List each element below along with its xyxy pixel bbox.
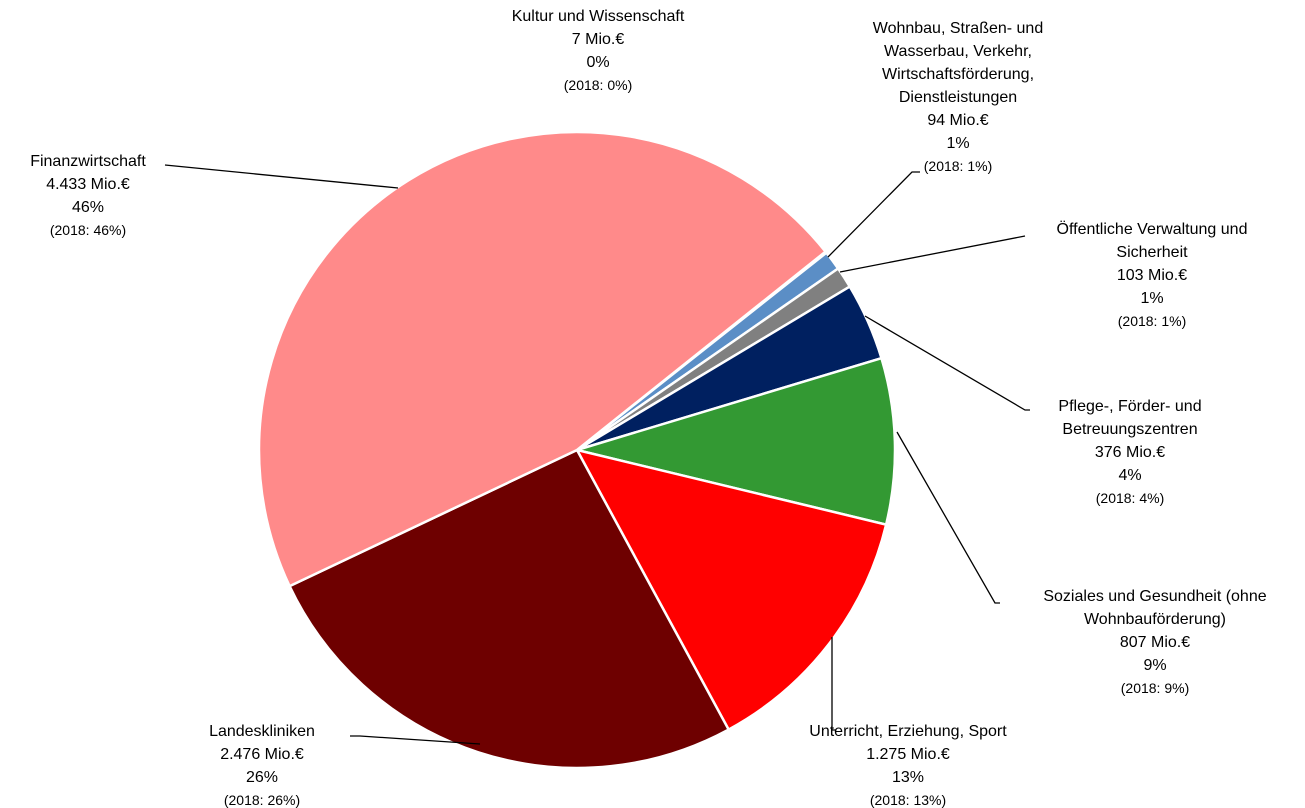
- percent-label: 46%: [71, 199, 105, 216]
- value-label: 7 Mio.€: [571, 31, 625, 48]
- prior-year-label: (2018: 9%): [1120, 680, 1190, 696]
- percent-label: 0%: [586, 54, 610, 71]
- prior-year-label: (2018: 46%): [49, 222, 127, 238]
- percent-label: 26%: [245, 769, 279, 786]
- leader-line: [831, 637, 836, 731]
- percent-label: 1%: [1140, 290, 1164, 307]
- category-label: Soziales und Gesundheit (ohne Wohnbauför…: [1043, 588, 1267, 628]
- percent-label: 1%: [946, 135, 970, 152]
- slice-label: Wohnbau, Straßen- und Wasserbau, Verkehr…: [851, 17, 1066, 178]
- leader-line: [827, 171, 920, 258]
- pie-slice: [572, 356, 897, 527]
- value-label: 376 Mio.€: [1094, 444, 1166, 461]
- category-label: Landeskliniken: [209, 723, 315, 740]
- prior-year-label: (2018: 13%): [869, 792, 947, 808]
- percent-label: 9%: [1143, 657, 1167, 674]
- value-label: 94 Mio.€: [927, 112, 989, 129]
- pie-slice: [257, 130, 828, 588]
- slice-label: Pflege-, Förder- und Betreuungszentren 37…: [1020, 395, 1240, 510]
- category-label: Pflege-, Förder- und Betreuungszentren: [1058, 398, 1202, 438]
- value-label: 103 Mio.€: [1116, 267, 1188, 284]
- category-label: Wohnbau, Straßen- und Wasserbau, Verkehr…: [872, 20, 1044, 106]
- leader-line: [350, 735, 481, 745]
- prior-year-label: (2018: 4%): [1095, 490, 1165, 506]
- slice-label: Kultur und Wissenschaft 7 Mio.€ 0% (2018: 0…: [468, 5, 728, 97]
- slice-label: Finanzwirtschaft 4.433 Mio.€ 46% (2018: 46%…: [0, 150, 188, 242]
- prior-year-label: (2018: 0%): [563, 77, 633, 93]
- percent-label: 4%: [1118, 467, 1142, 484]
- category-label: Unterricht, Erziehung, Sport: [809, 723, 1007, 740]
- slice-label: Soziales und Gesundheit (ohne Wohnbauför…: [1001, 585, 1305, 700]
- slice-label: Landeskliniken 2.476 Mio.€ 26% (2018: 26%): [162, 720, 362, 808]
- value-label: 4.433 Mio.€: [46, 176, 130, 193]
- slice-label: Öffentliche Verwaltung und Sicherheit 103…: [1021, 218, 1283, 333]
- leader-line: [896, 431, 1000, 604]
- prior-year-label: (2018: 1%): [1117, 313, 1187, 329]
- leader-line: [164, 164, 399, 189]
- pie-slice: [287, 448, 731, 770]
- pie-slice: [574, 448, 888, 732]
- value-label: 1.275 Mio.€: [866, 746, 950, 763]
- category-label: Öffentliche Verwaltung und Sicherheit: [1056, 221, 1248, 261]
- value-label: 2.476 Mio.€: [220, 746, 304, 763]
- value-label: 807 Mio.€: [1119, 634, 1191, 651]
- prior-year-label: (2018: 26%): [223, 792, 301, 808]
- category-label: Finanzwirtschaft: [30, 153, 146, 170]
- slice-label: Unterricht, Erziehung, Sport 1.275 Mio.€ 1…: [758, 720, 1058, 808]
- leader-line: [839, 235, 1026, 273]
- prior-year-label: (2018: 1%): [923, 158, 993, 174]
- category-label: Kultur und Wissenschaft: [511, 8, 685, 25]
- percent-label: 13%: [891, 769, 925, 786]
- leader-line: [864, 315, 1030, 411]
